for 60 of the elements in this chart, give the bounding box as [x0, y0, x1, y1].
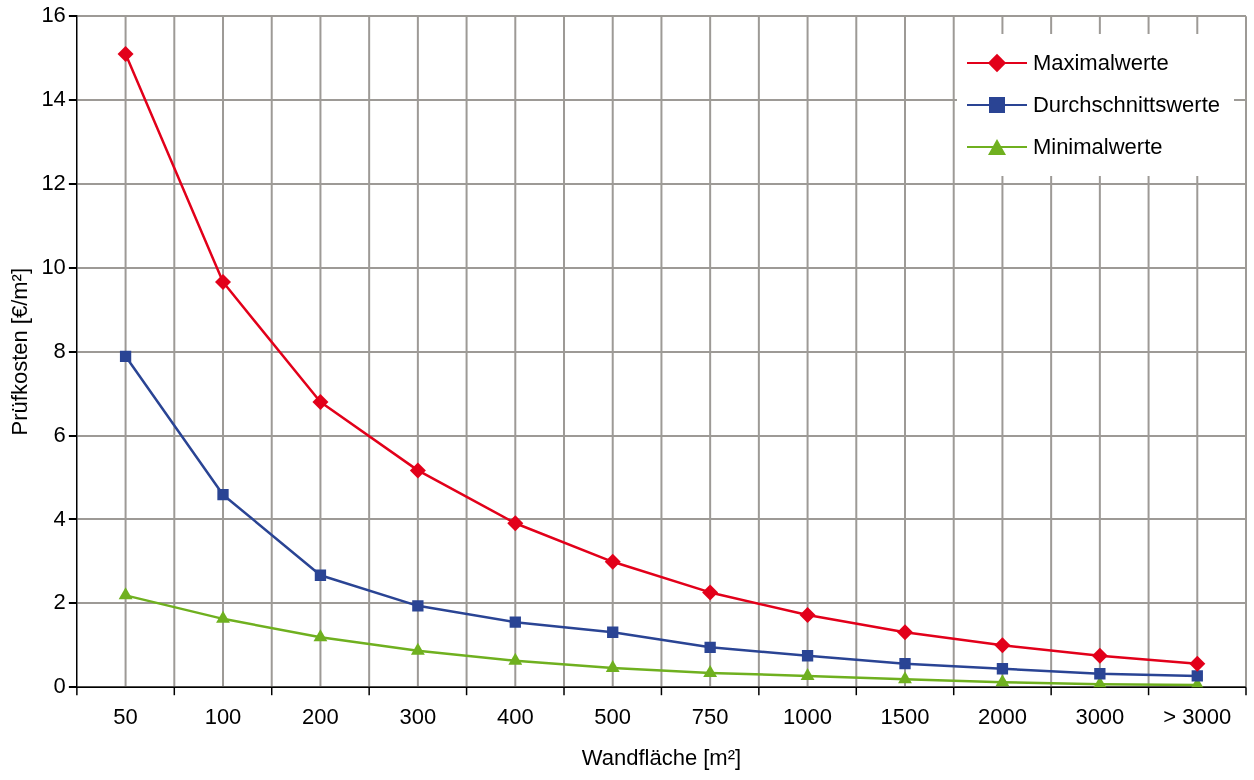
point	[117, 45, 134, 62]
point	[605, 659, 620, 672]
y-tick-label: 2	[53, 589, 66, 615]
x-tick-label: 200	[302, 704, 339, 730]
point	[899, 658, 911, 670]
point	[604, 553, 621, 570]
x-tick-label: 1000	[783, 704, 833, 730]
legend-label: Durchschnittswerte	[1032, 92, 1220, 119]
y-tick-label: 0	[53, 673, 66, 699]
y-tick-label: 6	[53, 421, 66, 447]
x-tick-label: > 3000	[1163, 704, 1232, 730]
y-tick-label: 4	[53, 505, 66, 531]
point	[704, 641, 716, 654]
point	[898, 671, 912, 684]
y-tick-label: 8	[53, 337, 66, 363]
legend-label: Minimalwerte	[1032, 134, 1163, 161]
point	[313, 629, 328, 642]
x-tick-label: 3000	[1075, 704, 1125, 730]
point	[994, 637, 1011, 654]
point	[1091, 647, 1108, 664]
point	[1191, 670, 1203, 682]
y-tick-label: 12	[41, 170, 66, 196]
point	[409, 462, 426, 479]
y-axis-title: Prüfkosten [€/m²]	[7, 267, 33, 436]
y-tick-label: 14	[41, 86, 66, 112]
point	[215, 274, 232, 291]
x-axis-title: Wandfläche [m²]	[581, 744, 742, 770]
point	[897, 624, 913, 641]
y-tick-label: 16	[41, 2, 66, 28]
point	[1094, 668, 1106, 680]
x-tick-label: 50	[113, 704, 138, 730]
point	[314, 569, 327, 581]
y-tick-label: 10	[41, 253, 66, 279]
point	[702, 584, 719, 601]
point	[412, 600, 424, 612]
point	[1189, 655, 1206, 672]
point	[801, 650, 814, 662]
legend-label: Maximalwerte	[1032, 50, 1169, 77]
point	[118, 587, 133, 600]
point	[216, 610, 230, 623]
point	[508, 652, 523, 665]
point	[119, 350, 132, 362]
point	[410, 642, 425, 655]
x-tick-label: 400	[496, 704, 534, 730]
x-tick-label: 300	[399, 704, 437, 730]
x-tick-label: 1500	[880, 704, 930, 730]
x-tick-label: 500	[594, 704, 632, 730]
point	[312, 394, 329, 411]
x-tick-label: 100	[204, 704, 242, 730]
point	[996, 663, 1009, 675]
point	[995, 674, 1010, 687]
point	[703, 664, 718, 677]
point	[217, 489, 229, 501]
point	[507, 515, 524, 532]
x-tick-label: 2000	[977, 704, 1027, 730]
point	[509, 616, 521, 628]
point	[799, 607, 816, 624]
x-tick-label: 750	[691, 704, 729, 730]
point	[607, 626, 619, 638]
point	[800, 667, 815, 680]
